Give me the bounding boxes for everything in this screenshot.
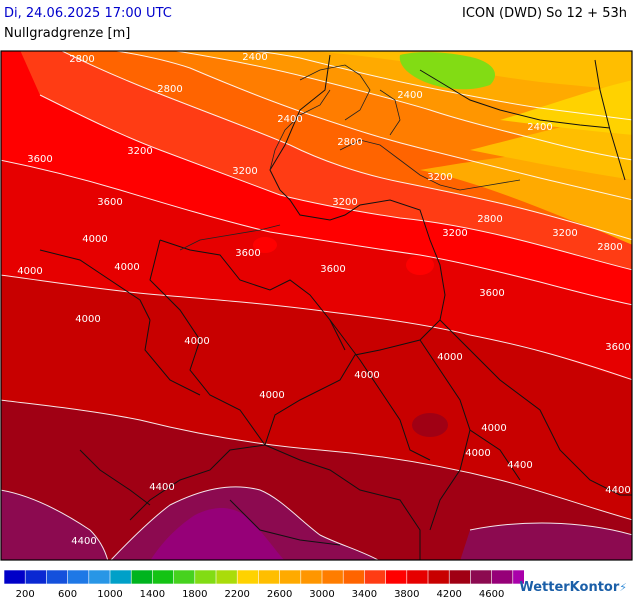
- contour-label: 2400: [277, 114, 302, 125]
- legend-tick-label: 4200: [436, 589, 461, 600]
- contour-label: 3600: [27, 154, 52, 165]
- contour-label: 4400: [149, 482, 174, 493]
- contour-label: 3600: [320, 264, 345, 275]
- legend-swatch: [173, 570, 196, 585]
- legend-tick-label: 1800: [182, 589, 207, 600]
- legend-swatch: [130, 570, 153, 585]
- legend-swatch: [279, 570, 302, 585]
- contour-label: 4000: [82, 234, 107, 245]
- contour-label: 4400: [71, 536, 96, 547]
- legend-swatch: [152, 570, 175, 585]
- legend-swatch: [342, 570, 366, 585]
- contour-label: 2800: [337, 137, 362, 148]
- legend-swatch: [448, 570, 472, 585]
- model-run-label: ICON (DWD) So 12 + 53h: [462, 6, 627, 21]
- legend-tick-label: 2600: [267, 589, 292, 600]
- contour-label: 3600: [97, 197, 122, 208]
- contour-label: 4000: [354, 370, 379, 381]
- legend-tick-label: 200: [16, 589, 35, 600]
- contour-label: 2400: [242, 52, 267, 63]
- contour-label: 3600: [479, 288, 504, 299]
- legend-swatch: [258, 570, 281, 585]
- legend-tick-label: 4600: [479, 589, 504, 600]
- contour-label: 4000: [437, 352, 462, 363]
- legend-swatch: [385, 570, 408, 585]
- color-legend: 200 600 1000 1400 1800 2200 2600 3000 3400 3800 42…: [4, 570, 524, 600]
- contour-label: 4000: [465, 448, 490, 459]
- legend-tick-labels: 200 600 1000 1400 1800 2200 2600 3000 3400 3800 42…: [16, 589, 505, 600]
- legend-swatch: [406, 570, 429, 585]
- wetterkontor-logo: WetterKontor⚡: [519, 580, 627, 595]
- contour-label: 4400: [605, 485, 630, 496]
- logo-text: WetterKontor: [519, 580, 620, 595]
- legend-swatch: [321, 570, 344, 585]
- contour-label: 3200: [427, 172, 452, 183]
- coastlines: [179, 64, 521, 251]
- contour-label: 2400: [527, 122, 552, 133]
- map-frame: [0, 50, 633, 561]
- legend-tick-label: 3000: [309, 589, 334, 600]
- legend-swatch: [109, 570, 132, 585]
- parameter-label: Nullgradgrenze [m]: [4, 26, 131, 41]
- contour-label: 2800: [157, 84, 182, 95]
- contour-label: 4400: [507, 460, 532, 471]
- country-borders: [39, 54, 632, 560]
- contour-label: 2800: [69, 54, 94, 65]
- legend-tick-label: 1400: [140, 589, 165, 600]
- contour-label: 4000: [259, 390, 284, 401]
- legend-swatch: [4, 570, 26, 585]
- legend-swatch: [364, 570, 387, 585]
- contour-label: 3200: [552, 228, 577, 239]
- contour-label: 2400: [397, 90, 422, 101]
- legend-swatch: [46, 570, 69, 585]
- legend-swatch: [88, 570, 111, 585]
- legend-swatch: [491, 570, 514, 585]
- contour-label: 4000: [184, 336, 209, 347]
- legend-swatch: [194, 570, 217, 585]
- legend-swatch: [24, 570, 48, 585]
- contour-label: 4000: [75, 314, 100, 325]
- contour-label: 3200: [442, 228, 467, 239]
- color-field: [1, 51, 632, 560]
- isolines: [1, 51, 632, 560]
- contour-label: 3200: [127, 146, 152, 157]
- forecast-datetime: Di, 24.06.2025 17:00 UTC: [4, 6, 172, 21]
- logo-spark-icon: ⚡: [619, 581, 627, 594]
- legend-swatch: [512, 570, 524, 585]
- legend-tick-label: 3800: [394, 589, 419, 600]
- legend-swatch: [470, 570, 493, 585]
- legend-swatch: [427, 570, 450, 585]
- contour-label: 3200: [332, 197, 357, 208]
- legend-tick-label: 600: [58, 589, 77, 600]
- legend-swatch: [300, 570, 323, 585]
- contour-label: 4000: [17, 266, 42, 277]
- legend-swatch: [67, 570, 90, 585]
- legend-tick-label: 1000: [97, 589, 122, 600]
- contour-labels: 2800 2800 2400 2400 2400 2800 2400 3200 3200 3600…: [17, 52, 630, 547]
- freezing-level-map: 2800 2800 2400 2400 2400 2800 2400 3200 3200 3600…: [0, 50, 633, 561]
- contour-label: 2800: [477, 214, 502, 225]
- contour-label: 2800: [597, 242, 622, 253]
- legend-swatch: [236, 570, 259, 585]
- contour-label: 3200: [232, 166, 257, 177]
- contour-label: 3600: [235, 248, 260, 259]
- legend-swatches: [4, 570, 524, 585]
- legend-tick-label: 2200: [224, 589, 249, 600]
- contour-label: 4000: [114, 262, 139, 273]
- legend-tick-label: 3400: [352, 589, 377, 600]
- legend-swatch: [215, 570, 238, 585]
- contour-label: 4000: [481, 423, 506, 434]
- contour-label: 3600: [605, 342, 630, 353]
